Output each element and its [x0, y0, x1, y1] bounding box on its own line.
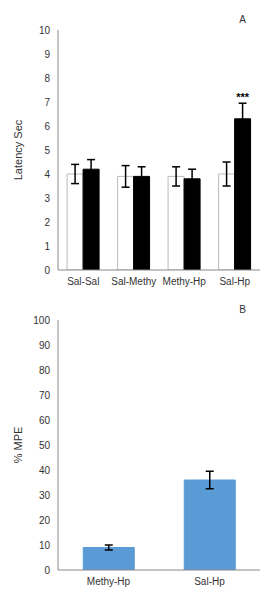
svg-text:7: 7: [44, 97, 50, 108]
svg-text:6: 6: [44, 121, 50, 132]
svg-text:0: 0: [44, 265, 50, 276]
svg-text:20: 20: [39, 515, 51, 526]
svg-text:1: 1: [44, 241, 50, 252]
svg-text:9: 9: [44, 49, 50, 60]
svg-text:2: 2: [44, 217, 50, 228]
svg-text:Methy-Hp: Methy-Hp: [163, 276, 207, 287]
svg-text:Methy-Hp: Methy-Hp: [87, 576, 131, 587]
html-text:A: A: [239, 14, 246, 25]
svg-text:40: 40: [39, 465, 51, 476]
svg-text:90: 90: [39, 340, 51, 351]
svg-text:Sal-Hp: Sal-Hp: [219, 276, 250, 287]
svg-text:4: 4: [44, 169, 50, 180]
svg-text:***: ***: [236, 91, 250, 103]
svg-text:5: 5: [44, 145, 50, 156]
svg-text:8: 8: [44, 73, 50, 84]
svg-text:Latency Sec: Latency Sec: [12, 119, 24, 180]
svg-text:30: 30: [39, 490, 51, 501]
svg-text:Sal-Hp: Sal-Hp: [194, 576, 225, 587]
svg-text:3: 3: [44, 193, 50, 204]
svg-text:50: 50: [39, 440, 51, 451]
svg-text:60: 60: [39, 415, 51, 426]
svg-text:Sal-Methy: Sal-Methy: [111, 276, 156, 287]
svg-text:80: 80: [39, 365, 51, 376]
html-text:B: B: [239, 304, 246, 315]
svg-text:100: 100: [33, 315, 50, 326]
svg-text:70: 70: [39, 390, 51, 401]
svg-text:% MPE: % MPE: [12, 427, 24, 464]
svg-text:0: 0: [44, 565, 50, 576]
svg-text:10: 10: [39, 540, 51, 551]
svg-text:10: 10: [39, 25, 51, 36]
svg-text:Sal-Sal: Sal-Sal: [67, 276, 99, 287]
